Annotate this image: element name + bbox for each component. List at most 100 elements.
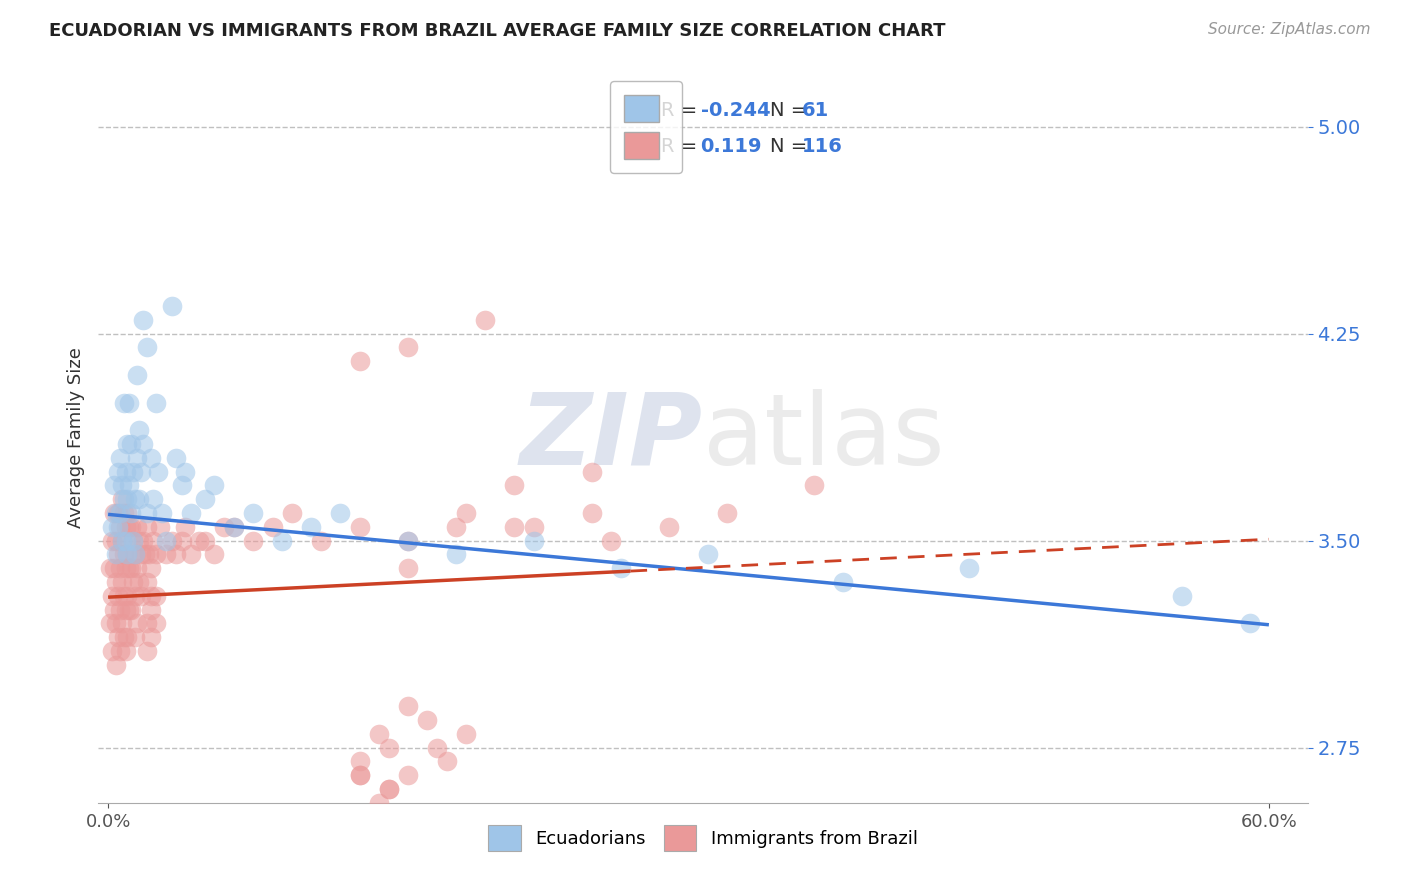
Point <box>98 561 121 575</box>
Point <box>271 533 294 548</box>
Point <box>139 602 162 616</box>
Text: N =: N = <box>769 101 813 120</box>
Point <box>114 465 136 479</box>
Point <box>134 548 156 562</box>
Point <box>104 616 127 631</box>
Point <box>170 478 193 492</box>
Point <box>658 520 681 534</box>
Point <box>128 574 150 589</box>
Point <box>101 644 124 658</box>
Point <box>446 548 468 562</box>
Point <box>104 533 127 548</box>
Point <box>145 548 167 562</box>
Point <box>132 533 155 548</box>
Point <box>832 574 855 589</box>
Point <box>204 478 226 492</box>
Point <box>155 533 177 548</box>
Point <box>581 506 603 520</box>
Point <box>122 533 145 548</box>
Point <box>349 768 371 782</box>
Point <box>396 699 419 714</box>
Point <box>145 616 167 631</box>
Point <box>117 437 139 451</box>
Point <box>194 492 217 507</box>
Point <box>114 533 136 548</box>
Point <box>129 465 152 479</box>
Point <box>139 561 162 575</box>
Point <box>122 465 145 479</box>
Point <box>396 533 419 548</box>
Point <box>117 506 139 520</box>
Text: Source: ZipAtlas.com: Source: ZipAtlas.com <box>1208 22 1371 37</box>
Text: ZIP: ZIP <box>520 389 703 485</box>
Point <box>222 520 245 534</box>
Point <box>957 561 980 575</box>
Point <box>124 589 146 603</box>
Point <box>111 616 134 631</box>
Point <box>138 548 160 562</box>
Point <box>135 340 157 354</box>
Point <box>299 520 322 534</box>
Point <box>117 492 139 507</box>
Point <box>127 450 149 465</box>
Point <box>474 312 496 326</box>
Point <box>281 506 304 520</box>
Point <box>139 589 162 603</box>
Text: R =: R = <box>661 101 703 120</box>
Point <box>416 713 439 727</box>
Point <box>111 478 134 492</box>
Point <box>523 520 546 534</box>
Point <box>222 520 245 534</box>
Point <box>1239 616 1261 631</box>
Point <box>108 644 131 658</box>
Point <box>212 520 235 534</box>
Text: atlas: atlas <box>703 389 945 485</box>
Point <box>118 395 141 409</box>
Point <box>108 602 131 616</box>
Point <box>124 548 146 562</box>
Point <box>523 533 546 548</box>
Point <box>349 354 371 368</box>
Point <box>118 478 141 492</box>
Point <box>139 450 162 465</box>
Point <box>107 548 129 562</box>
Text: ECUADORIAN VS IMMIGRANTS FROM BRAZIL AVERAGE FAMILY SIZE CORRELATION CHART: ECUADORIAN VS IMMIGRANTS FROM BRAZIL AVE… <box>49 22 946 40</box>
Point <box>135 574 157 589</box>
Point <box>127 368 149 382</box>
Point <box>117 589 139 603</box>
Point <box>112 589 135 603</box>
Point <box>349 520 371 534</box>
Point <box>104 657 127 672</box>
Point <box>129 548 152 562</box>
Point <box>188 533 211 548</box>
Point <box>135 644 157 658</box>
Point <box>111 492 134 507</box>
Point <box>139 630 162 644</box>
Point <box>242 533 264 548</box>
Point <box>128 492 150 507</box>
Point <box>145 395 167 409</box>
Point <box>124 548 146 562</box>
Point <box>108 520 131 534</box>
Point <box>101 520 124 534</box>
Point <box>503 520 526 534</box>
Point <box>329 506 352 520</box>
Point <box>194 533 217 548</box>
Point <box>204 548 226 562</box>
Point <box>396 340 419 354</box>
Point <box>107 465 129 479</box>
Point <box>122 533 145 548</box>
Point <box>103 478 125 492</box>
Point <box>104 574 127 589</box>
Point <box>114 520 136 534</box>
Point <box>112 630 135 644</box>
Point <box>803 478 825 492</box>
Point <box>101 533 124 548</box>
Point <box>122 574 145 589</box>
Point <box>349 768 371 782</box>
Point <box>107 589 129 603</box>
Point <box>107 630 129 644</box>
Point <box>112 492 135 507</box>
Point <box>436 755 458 769</box>
Point <box>132 312 155 326</box>
